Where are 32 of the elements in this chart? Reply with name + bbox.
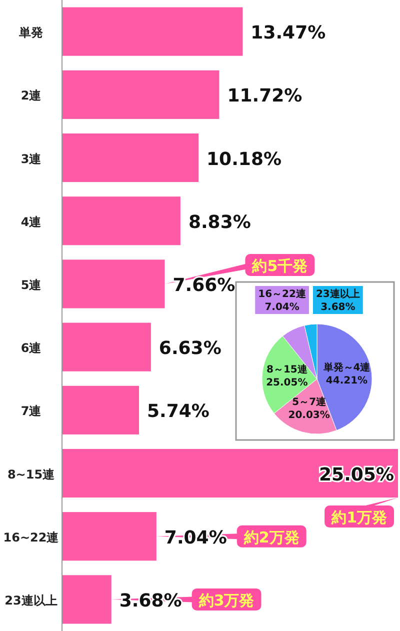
slice-label: 8～15連 xyxy=(266,364,308,376)
y-tick-label: 7連 xyxy=(20,404,42,418)
y-tick-label: 23連以上 xyxy=(4,593,58,608)
slice-label: 5～7連 xyxy=(292,396,328,408)
slice-label: 23連以上 xyxy=(316,288,360,300)
y-tick-label: 2連 xyxy=(20,88,42,103)
data-label: 8.83% xyxy=(188,212,251,233)
data-label: 10.18% xyxy=(206,148,282,170)
data-label: 3.68% xyxy=(320,302,356,313)
y-tick-label: 8~15連 xyxy=(7,467,56,482)
y-tick-label: 4連 xyxy=(20,214,42,229)
annotation: 約3万発 xyxy=(198,591,254,610)
data-label: 25.05% xyxy=(319,464,394,486)
y-tick-label: 3連 xyxy=(20,152,42,166)
data-label: 11.72% xyxy=(227,86,302,107)
data-label: 20.03% xyxy=(288,410,330,422)
data-label: 25.05% xyxy=(266,378,308,389)
data-label: 7.04% xyxy=(264,302,300,313)
y-tick-label: 6連 xyxy=(20,341,42,356)
data-label: 44.21% xyxy=(326,376,368,387)
callout: 約1万発 xyxy=(324,498,398,528)
y-tick-label: 5連 xyxy=(20,278,42,292)
slice-label: 16～22連 xyxy=(258,288,307,300)
data-label: 5.74% xyxy=(146,401,210,422)
y-tick-label: 単発 xyxy=(18,26,43,40)
data-label: 13.47% xyxy=(250,22,326,44)
y-tick-label: 16~22連 xyxy=(3,530,60,544)
data-label: 6.63% xyxy=(158,338,222,360)
annotation: 約5千発 xyxy=(251,257,308,275)
annotation: 約1万発 xyxy=(330,508,387,527)
annotation: 約2万発 xyxy=(242,528,300,546)
slice-label: 単発～4連 xyxy=(322,362,372,374)
